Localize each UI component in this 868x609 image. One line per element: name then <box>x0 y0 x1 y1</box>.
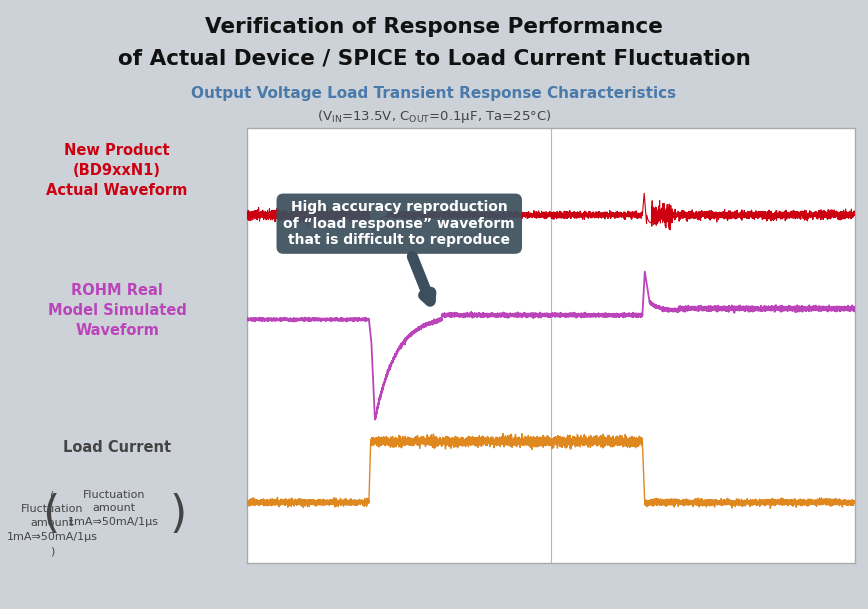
Text: Verification of Response Performance: Verification of Response Performance <box>205 17 663 37</box>
Text: High accuracy reproduction
of “load response” waveform
that is difficult to repr: High accuracy reproduction of “load resp… <box>284 200 515 301</box>
Text: (: ( <box>42 493 59 537</box>
Text: ROHM Real
Model Simulated
Waveform: ROHM Real Model Simulated Waveform <box>48 283 187 338</box>
Text: Fluctuation
amount
1mA⇒50mA/1μs: Fluctuation amount 1mA⇒50mA/1μs <box>69 490 159 527</box>
Text: of Actual Device / SPICE to Load Current Fluctuation: of Actual Device / SPICE to Load Current… <box>118 49 750 69</box>
Text: Load Current: Load Current <box>63 440 171 455</box>
Text: ): ) <box>169 493 187 537</box>
Text: New Product
(BD9xxN1)
Actual Waveform: New Product (BD9xxN1) Actual Waveform <box>47 143 187 198</box>
Text: Output Voltage Load Transient Response Characteristics: Output Voltage Load Transient Response C… <box>192 86 676 102</box>
Text: (V$_{\mathregular{IN}}$=13.5V, C$_{\mathregular{OUT}}$=0.1μF, Ta=25°C): (V$_{\mathregular{IN}}$=13.5V, C$_{\math… <box>317 108 551 125</box>
Text: (
Fluctuation
amount
1mA⇒50mA/1μs
): ( Fluctuation amount 1mA⇒50mA/1μs ) <box>7 490 97 556</box>
